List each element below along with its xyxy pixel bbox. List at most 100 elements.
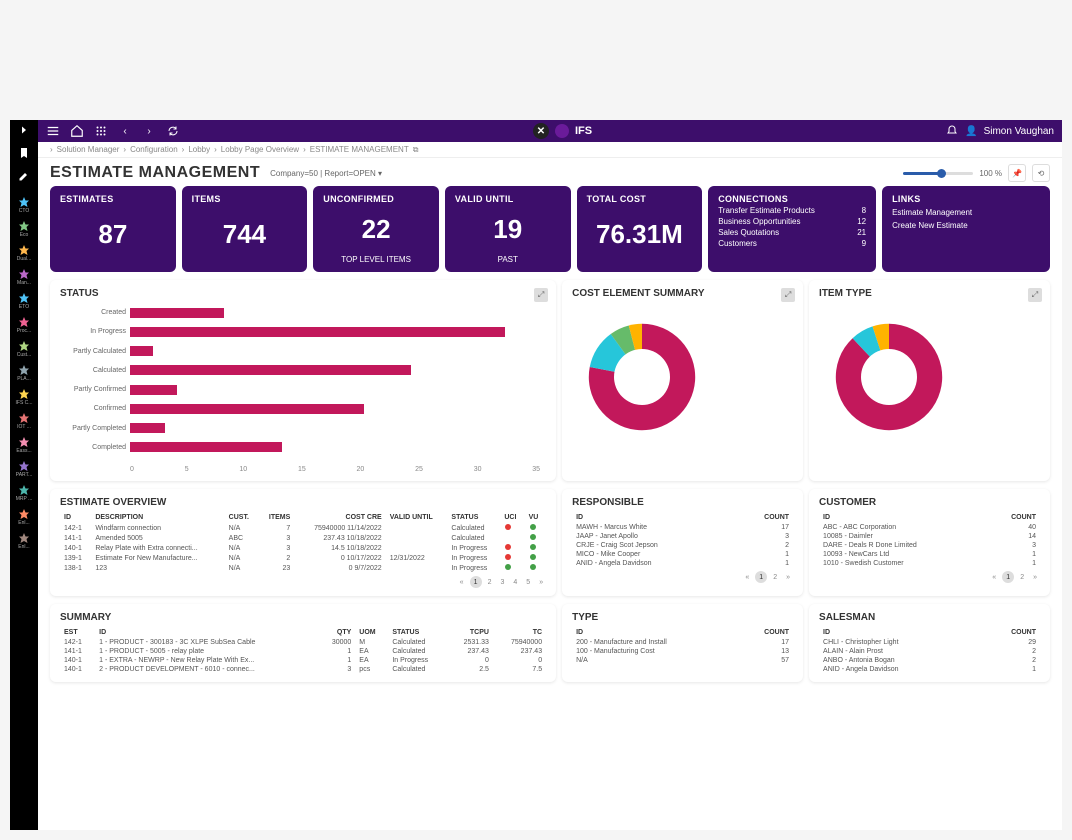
zoom-slider[interactable]	[903, 172, 973, 175]
table-row[interactable]: JAAP - Janet Apollo3	[572, 532, 793, 541]
table-row[interactable]: 1010 - Swedish Customer1	[819, 559, 1040, 568]
page-number[interactable]: 2	[1017, 573, 1027, 582]
back-icon[interactable]: ‹	[118, 124, 132, 138]
table-row[interactable]: 10085 - Daimler14	[819, 532, 1040, 541]
status-bar[interactable]	[130, 423, 165, 433]
nav-item[interactable]: Eco	[14, 217, 34, 241]
connection-row[interactable]: Sales Quotations21	[718, 228, 866, 237]
status-bar[interactable]	[130, 442, 282, 452]
connection-row[interactable]: Business Opportunities12	[718, 217, 866, 226]
page-number[interactable]: 1	[755, 571, 767, 583]
page-number[interactable]: 4	[510, 578, 520, 587]
status-dot	[505, 564, 511, 570]
table-row[interactable]: ALAIN - Alain Prost2	[819, 647, 1040, 656]
bell-icon[interactable]	[945, 124, 959, 138]
table-row[interactable]: N/A57	[572, 656, 793, 665]
avatar-icon[interactable]: 👤	[965, 126, 977, 137]
table-row[interactable]: CRJE - Craig Scot Jepson2	[572, 541, 793, 550]
kpi-items[interactable]: ITEMS744	[182, 186, 308, 272]
grid-icon[interactable]	[94, 124, 108, 138]
bookmark-icon[interactable]	[18, 147, 30, 162]
connection-row[interactable]: Customers9	[718, 239, 866, 248]
table-row[interactable]: MAWH - Marcus White17	[572, 523, 793, 532]
table-row[interactable]: 138-1123N/A230 9/7/2022In Progress	[60, 563, 546, 573]
nav-item[interactable]: Enl...	[14, 505, 34, 529]
status-bar[interactable]	[130, 365, 411, 375]
expand-rail-icon[interactable]	[18, 124, 30, 139]
nav-item[interactable]: PART...	[14, 457, 34, 481]
link-item[interactable]: Create New Estimate	[892, 221, 1040, 230]
kpi-total[interactable]: TOTAL COST76.31M	[577, 186, 703, 272]
table-row[interactable]: ANBO - Antonia Bogan2	[819, 656, 1040, 665]
status-dot	[505, 534, 511, 540]
breadcrumb-item[interactable]: ESTIMATE MANAGEMENT	[310, 145, 409, 154]
table-row[interactable]: DARE - Deals R Done Limited3	[819, 541, 1040, 550]
table-row[interactable]: 140-12 - PRODUCT DEVELOPMENT - 6010 - co…	[60, 665, 546, 674]
status-bar[interactable]	[130, 327, 505, 337]
table-row[interactable]: ABC - ABC Corporation40	[819, 523, 1040, 532]
table-row[interactable]: 141-1Amended 5005ABC3237.43 10/18/2022Ca…	[60, 533, 546, 543]
nav-item[interactable]: IFS C...	[14, 385, 34, 409]
refresh-icon[interactable]	[166, 124, 180, 138]
pencil-icon[interactable]	[18, 170, 30, 185]
open-icon[interactable]: ⧉	[413, 145, 419, 155]
table-row[interactable]: 142-11 - PRODUCT - 300183 - 3C XLPE SubS…	[60, 638, 546, 647]
page-number[interactable]: 2	[770, 573, 780, 582]
nav-item[interactable]: Eass...	[14, 433, 34, 457]
page-filters[interactable]: Company=50 | Report=OPEN ▾	[270, 169, 382, 178]
table-row[interactable]: MICO - Mike Cooper1	[572, 550, 793, 559]
page-number[interactable]: 1	[1002, 571, 1014, 583]
nav-item[interactable]: MRP ...	[14, 481, 34, 505]
nav-item[interactable]: ETO	[14, 289, 34, 313]
cost-summary-card: COST ELEMENT SUMMARY ⤢	[562, 280, 803, 481]
pager: «12345»	[60, 576, 546, 588]
kpi-unconfirmed[interactable]: UNCONFIRMED22TOP LEVEL ITEMS	[313, 186, 439, 272]
expand-icon[interactable]: ⤢	[1028, 288, 1042, 302]
menu-icon[interactable]	[46, 124, 60, 138]
table-row[interactable]: 100 - Manufacturing Cost13	[572, 647, 793, 656]
page-number[interactable]: 2	[485, 578, 495, 587]
table-row[interactable]: ANID - Angela Davidson1	[819, 665, 1040, 674]
page-number[interactable]: 5	[523, 578, 533, 587]
forward-icon[interactable]: ›	[142, 124, 156, 138]
status-bar[interactable]	[130, 385, 177, 395]
page-number[interactable]: 1	[470, 576, 482, 588]
expand-icon[interactable]: ⤢	[534, 288, 548, 302]
table-row[interactable]: 200 - Manufacture and Install17	[572, 638, 793, 647]
nav-item[interactable]: Proc...	[14, 313, 34, 337]
settings-icon[interactable]: ⟲	[1032, 164, 1050, 182]
table-row[interactable]: 10093 - NewCars Ltd1	[819, 550, 1040, 559]
table-row[interactable]: 139-1Estimate For New Manufacture...N/A2…	[60, 553, 546, 563]
status-dot	[530, 554, 536, 560]
nav-item[interactable]: IOT ...	[14, 409, 34, 433]
page-number[interactable]: 3	[497, 578, 507, 587]
nav-item[interactable]: PLA...	[14, 361, 34, 385]
kpi-estimates[interactable]: ESTIMATES87	[50, 186, 176, 272]
nav-item[interactable]: Dual...	[14, 241, 34, 265]
breadcrumb-item[interactable]: Configuration	[130, 145, 178, 154]
table-row[interactable]: 141-11 - PRODUCT - 5005 - relay plate1EA…	[60, 647, 546, 656]
breadcrumb-item[interactable]: Lobby Page Overview	[221, 145, 299, 154]
home-icon[interactable]	[70, 124, 84, 138]
status-bar[interactable]	[130, 346, 153, 356]
connection-row[interactable]: Transfer Estimate Products8	[718, 206, 866, 215]
breadcrumb-item[interactable]: Solution Manager	[57, 145, 120, 154]
table-row[interactable]: 140-11 - EXTRA - NEWRP - New Relay Plate…	[60, 656, 546, 665]
expand-icon[interactable]: ⤢	[781, 288, 795, 302]
pin-icon[interactable]: 📌	[1008, 164, 1026, 182]
status-bar[interactable]	[130, 308, 224, 318]
status-bar[interactable]	[130, 404, 364, 414]
nav-item[interactable]: CTO	[14, 193, 34, 217]
kpi-valid[interactable]: VALID UNTIL19PAST	[445, 186, 571, 272]
table-row[interactable]: 140-1Relay Plate with Extra connecti...N…	[60, 543, 546, 553]
table-row[interactable]: CHLI - Christopher Light29	[819, 638, 1040, 647]
table-row[interactable]: 142-1Windfarm connectionN/A775940000 11/…	[60, 523, 546, 533]
link-item[interactable]: Estimate Management	[892, 208, 1040, 217]
breadcrumb-item[interactable]: Lobby	[188, 145, 210, 154]
pager: «12»	[819, 571, 1040, 583]
nav-item[interactable]: Cust...	[14, 337, 34, 361]
nav-item[interactable]: Man...	[14, 265, 34, 289]
close-tab-icon[interactable]: ✕	[533, 123, 549, 139]
table-row[interactable]: ANID - Angela Davidson1	[572, 559, 793, 568]
nav-item[interactable]: Enl...	[14, 529, 34, 553]
